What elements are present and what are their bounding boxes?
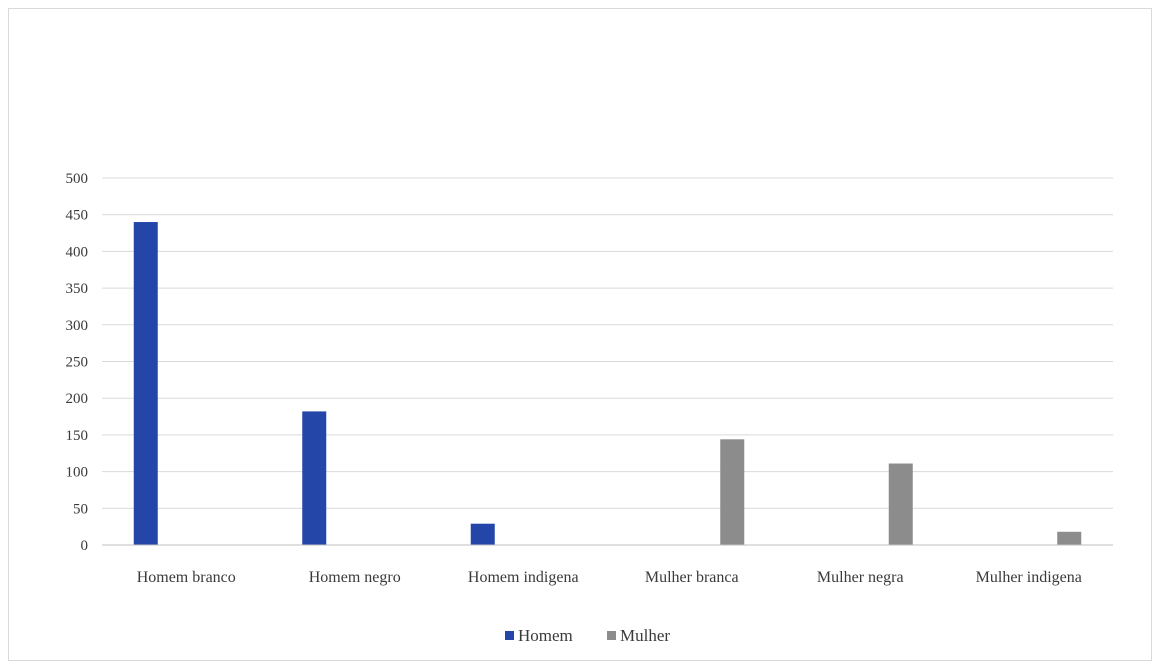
x-category-label: Homem branco — [137, 569, 236, 586]
y-tick-label: 50 — [73, 501, 88, 517]
x-category-label: Mulher negra — [817, 569, 904, 586]
y-tick-label: 400 — [66, 244, 89, 260]
y-tick-label: 250 — [66, 355, 89, 371]
y-tick-label: 0 — [81, 538, 89, 554]
gridlines — [102, 177, 1113, 509]
x-category-label: Homem indigena — [468, 569, 579, 586]
bar-homem-0 — [133, 222, 158, 546]
bars — [133, 222, 1082, 546]
y-tick-label: 450 — [66, 208, 89, 224]
legend-label-mulher: Mulher — [620, 626, 670, 645]
y-tick-label: 350 — [66, 281, 89, 297]
y-tick-label: 150 — [66, 428, 89, 444]
y-tick-label: 200 — [66, 391, 89, 407]
y-tick-label: 300 — [66, 318, 89, 334]
bar-mulher-3 — [720, 439, 745, 545]
bar-homem-2 — [470, 523, 495, 545]
legend-label-homem: Homem — [518, 626, 573, 645]
y-tick-label: 100 — [66, 465, 89, 481]
bar-mulher-5 — [1057, 531, 1082, 545]
bar-homem-1 — [302, 411, 327, 545]
legend: Homem Mulher — [505, 626, 670, 645]
x-category-label: Mulher indigena — [976, 569, 1082, 586]
x-category-label: Mulher branca — [645, 569, 739, 586]
legend-swatch-homem — [505, 631, 514, 640]
x-category-label: Homem negro — [309, 569, 401, 586]
x-axis-category-labels: Homem branco Homem negro Homem indigena Mul… — [137, 569, 1082, 586]
chart-frame — [8, 8, 1152, 661]
y-axis-tick-labels: 0 50 100 150 200 250 300 350 400 450 500 — [66, 171, 89, 554]
legend-swatch-mulher — [607, 631, 616, 640]
y-tick-label: 500 — [66, 171, 89, 187]
bar-mulher-4 — [888, 463, 913, 545]
